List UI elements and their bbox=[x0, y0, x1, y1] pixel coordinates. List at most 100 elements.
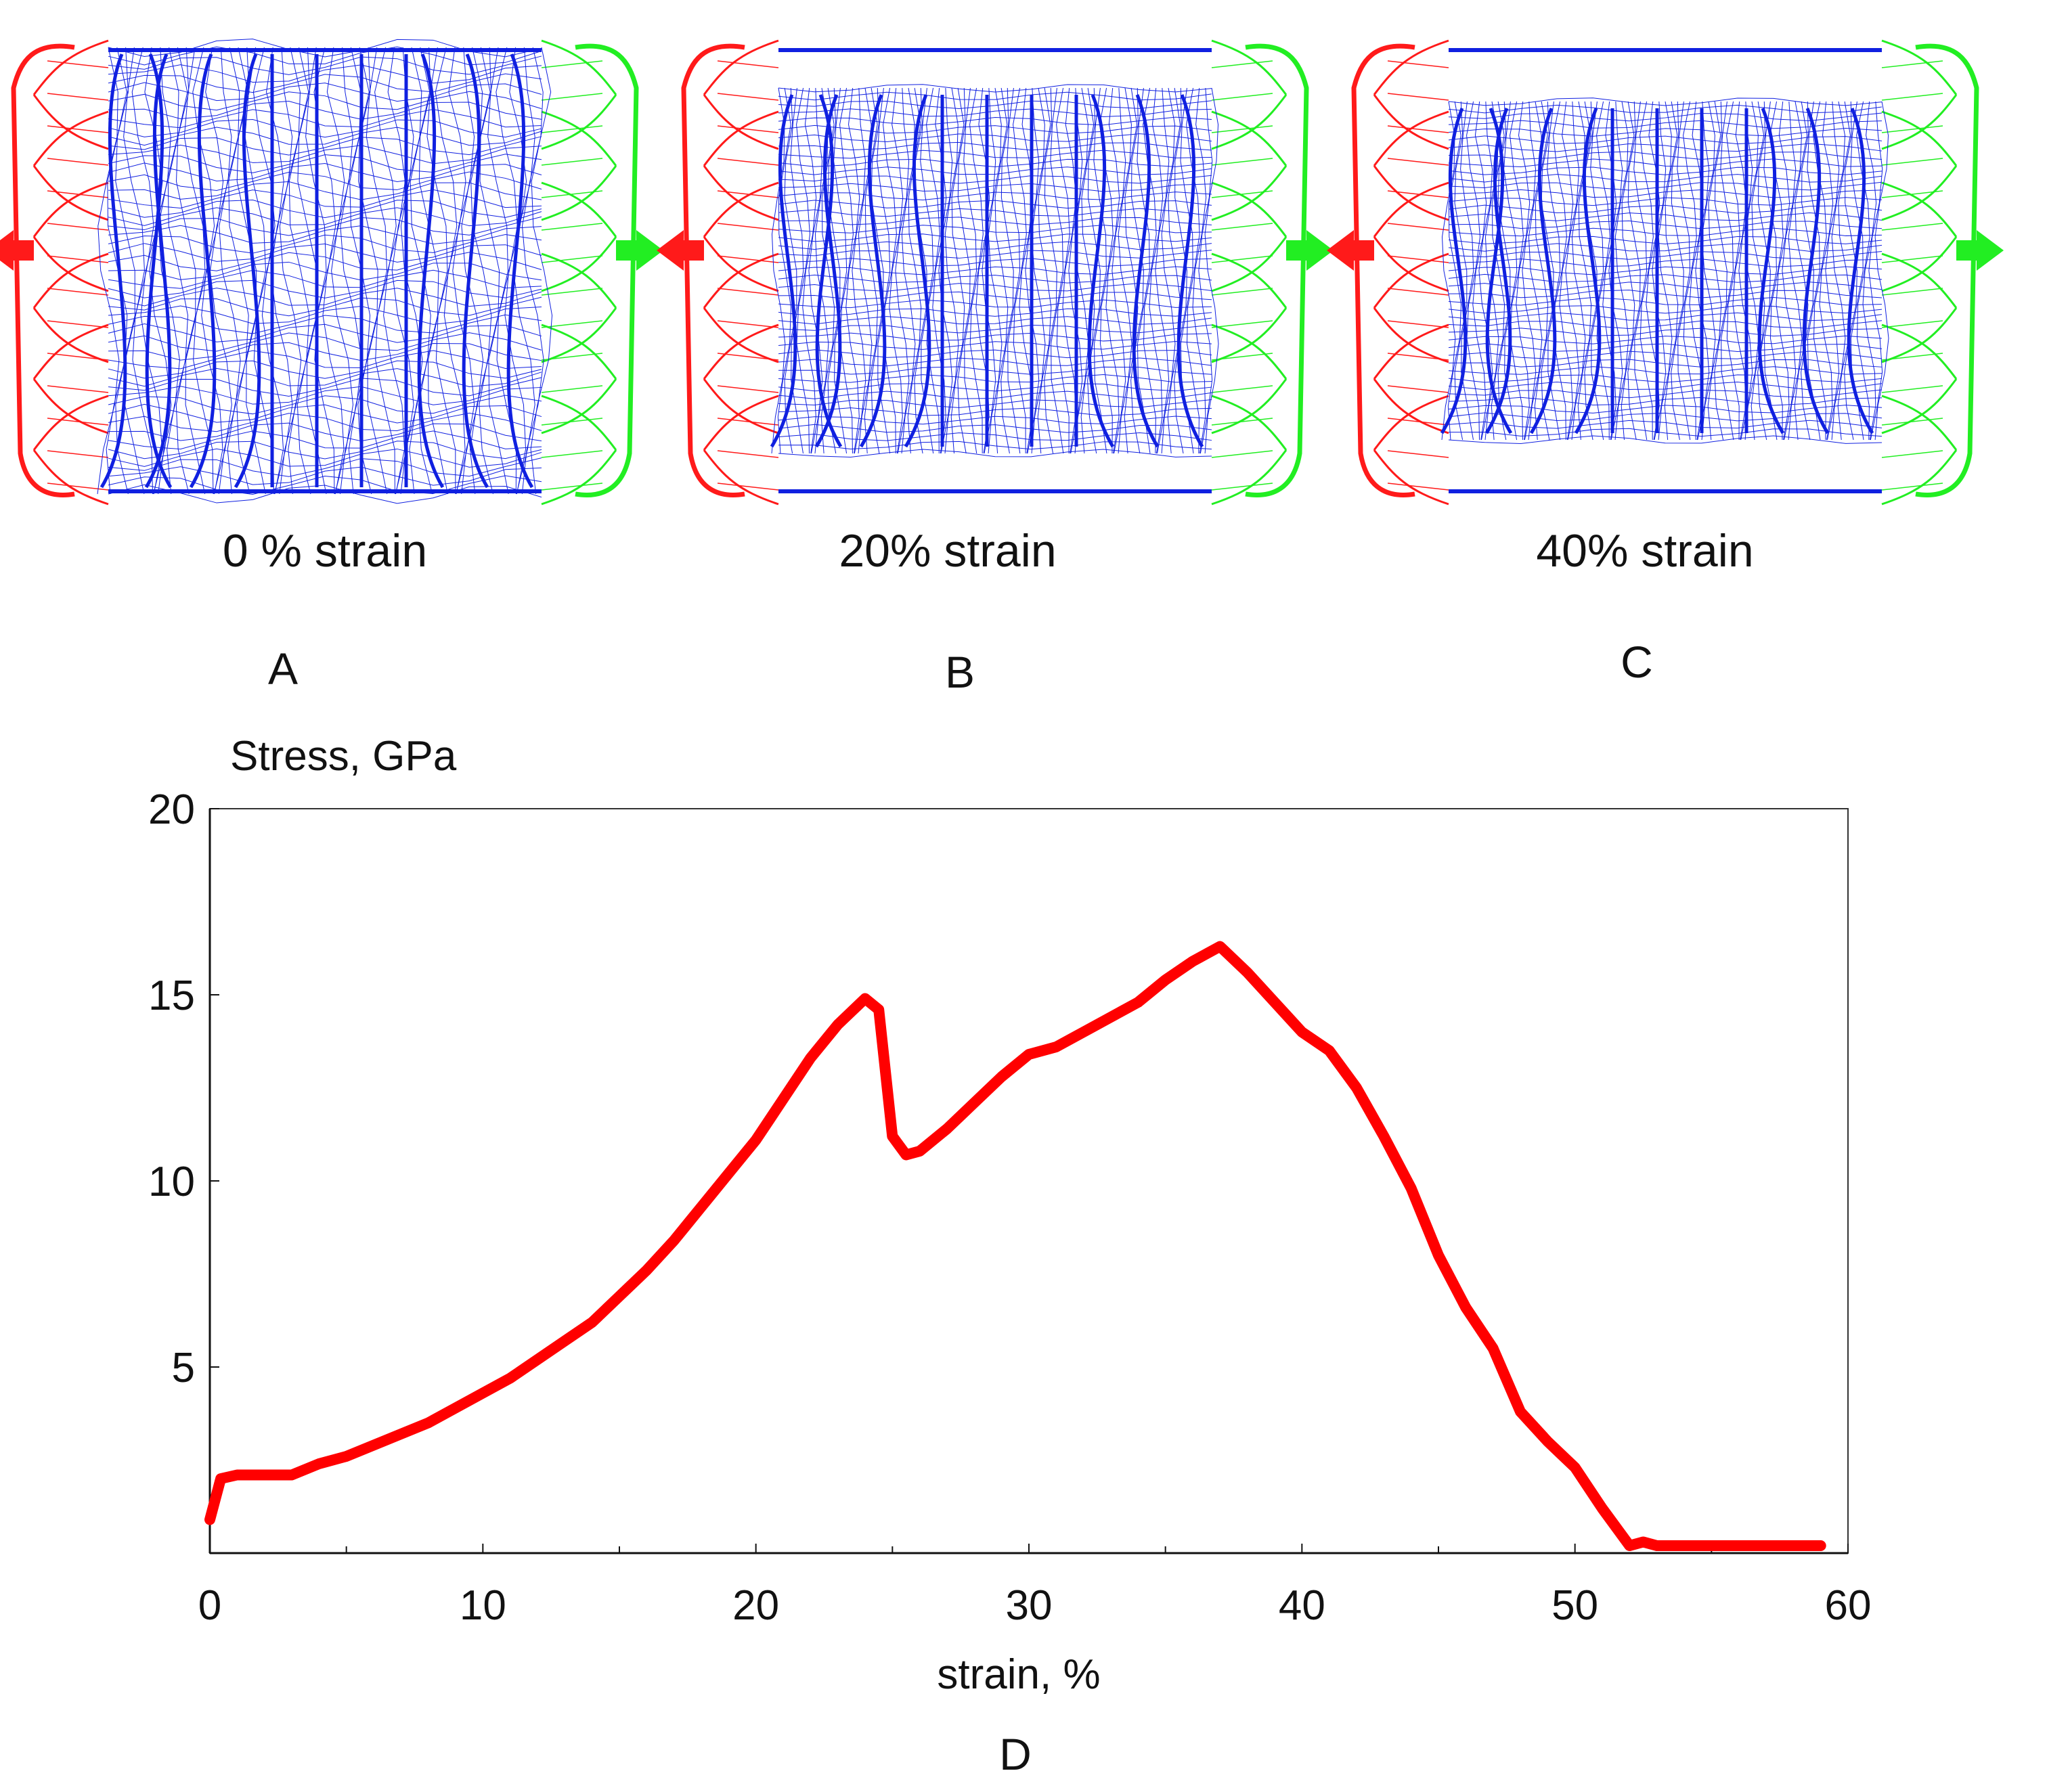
mesh-column bbox=[400, 47, 423, 495]
mesh-column bbox=[1862, 101, 1877, 441]
mesh-row bbox=[108, 91, 542, 111]
mesh-row bbox=[108, 252, 542, 271]
mesh-column bbox=[988, 87, 1003, 454]
mesh-wrinkle bbox=[1132, 94, 1160, 448]
mesh-column bbox=[1596, 101, 1610, 441]
mesh-row bbox=[108, 269, 542, 289]
mesh-column bbox=[963, 87, 977, 454]
mesh-row bbox=[1448, 243, 1883, 252]
right-grip-line bbox=[1211, 450, 1273, 458]
mesh-column bbox=[784, 87, 797, 454]
mesh-column bbox=[1068, 87, 1083, 454]
mesh-row bbox=[1448, 405, 1883, 413]
right-grip-line bbox=[541, 320, 603, 328]
right-grip-outline bbox=[575, 43, 639, 497]
mesh-row bbox=[1448, 435, 1883, 444]
y-tick-label: 15 bbox=[148, 972, 195, 1019]
right-grip-line bbox=[1881, 418, 1943, 426]
left-grip-line bbox=[1387, 158, 1449, 166]
mesh-row bbox=[108, 412, 542, 432]
mesh-row bbox=[1448, 343, 1883, 353]
mesh-column bbox=[1584, 101, 1598, 441]
right-grip-line bbox=[541, 158, 603, 166]
left-grip-fiber bbox=[703, 395, 779, 506]
mesh-column bbox=[957, 87, 971, 454]
mesh-row bbox=[1448, 266, 1883, 275]
left-grip-fiber bbox=[32, 395, 109, 506]
mesh-column bbox=[1111, 87, 1126, 454]
right-grip-line bbox=[1211, 255, 1273, 263]
mesh-row bbox=[108, 207, 542, 227]
mesh-wrinkle bbox=[904, 94, 931, 448]
mesh-column bbox=[920, 87, 934, 454]
mesh-column bbox=[504, 47, 527, 495]
right-grip-line bbox=[1211, 353, 1273, 361]
mesh-wrinkle bbox=[814, 94, 842, 448]
right-grip-line bbox=[1211, 190, 1273, 198]
mesh-row bbox=[778, 349, 1212, 359]
mesh-column bbox=[1658, 101, 1673, 441]
mesh-row bbox=[108, 314, 542, 334]
mesh-column bbox=[932, 87, 947, 454]
mesh-column bbox=[261, 47, 284, 495]
mesh-column bbox=[244, 47, 266, 495]
mesh-column bbox=[1050, 87, 1064, 454]
mesh-row bbox=[1448, 389, 1883, 399]
left-grip-fiber bbox=[703, 110, 779, 221]
mesh-column bbox=[201, 47, 224, 495]
mesh-column bbox=[1510, 101, 1524, 441]
left-grip-line bbox=[1387, 190, 1449, 198]
mesh-column bbox=[366, 47, 388, 495]
mesh-row bbox=[1448, 428, 1883, 437]
left-grip-fiber bbox=[703, 181, 779, 292]
mesh-column bbox=[115, 47, 135, 495]
mesh-row bbox=[778, 241, 1212, 250]
left-grip-fiber bbox=[32, 39, 109, 150]
panel-b-letter: B bbox=[944, 647, 975, 697]
mesh-row bbox=[108, 296, 542, 317]
left-grip-line bbox=[717, 158, 779, 166]
right-grip-line bbox=[1881, 320, 1943, 328]
mesh-row bbox=[778, 125, 1212, 134]
mesh-column bbox=[883, 87, 897, 454]
mesh-column bbox=[1757, 101, 1771, 441]
mesh-wrinkle bbox=[1440, 108, 1468, 434]
mesh-column bbox=[383, 47, 405, 495]
mesh-column bbox=[322, 47, 345, 495]
right-grip-line bbox=[541, 190, 603, 198]
y-tick-label: 10 bbox=[148, 1159, 195, 1205]
right-grip-line bbox=[1211, 60, 1273, 68]
left-grip-line bbox=[717, 255, 779, 263]
right-grip-fiber bbox=[541, 39, 617, 150]
mesh-column bbox=[907, 87, 922, 454]
left-grip-line bbox=[47, 288, 109, 296]
mesh-row bbox=[778, 324, 1212, 334]
mesh-row bbox=[778, 250, 1212, 259]
mesh-column bbox=[1198, 87, 1213, 454]
mesh-column bbox=[895, 87, 910, 454]
mesh-column bbox=[1186, 87, 1200, 454]
mesh-row bbox=[778, 374, 1212, 383]
mesh-column bbox=[950, 87, 965, 454]
left-grip-line bbox=[717, 418, 779, 426]
x-tick-label: 20 bbox=[732, 1582, 779, 1629]
right-grip-line bbox=[1881, 353, 1943, 361]
mesh-row bbox=[108, 323, 542, 343]
mesh-row bbox=[108, 39, 542, 58]
mesh-column bbox=[1447, 101, 1462, 441]
mesh-column bbox=[1565, 101, 1580, 441]
y-tick-label: 5 bbox=[172, 1345, 195, 1391]
mesh-column bbox=[131, 47, 154, 495]
mesh-row bbox=[1448, 259, 1883, 267]
right-grip-line bbox=[541, 418, 603, 426]
mesh-column bbox=[802, 87, 817, 454]
mesh-column bbox=[1602, 101, 1617, 441]
mesh-row bbox=[108, 189, 542, 208]
mesh-row bbox=[778, 266, 1212, 275]
mesh-column bbox=[426, 47, 448, 495]
right-grip-line bbox=[1211, 93, 1273, 101]
mesh-column bbox=[1794, 101, 1809, 441]
mesh-column bbox=[521, 47, 544, 495]
mesh-row bbox=[778, 274, 1212, 284]
mesh-column bbox=[149, 47, 172, 495]
